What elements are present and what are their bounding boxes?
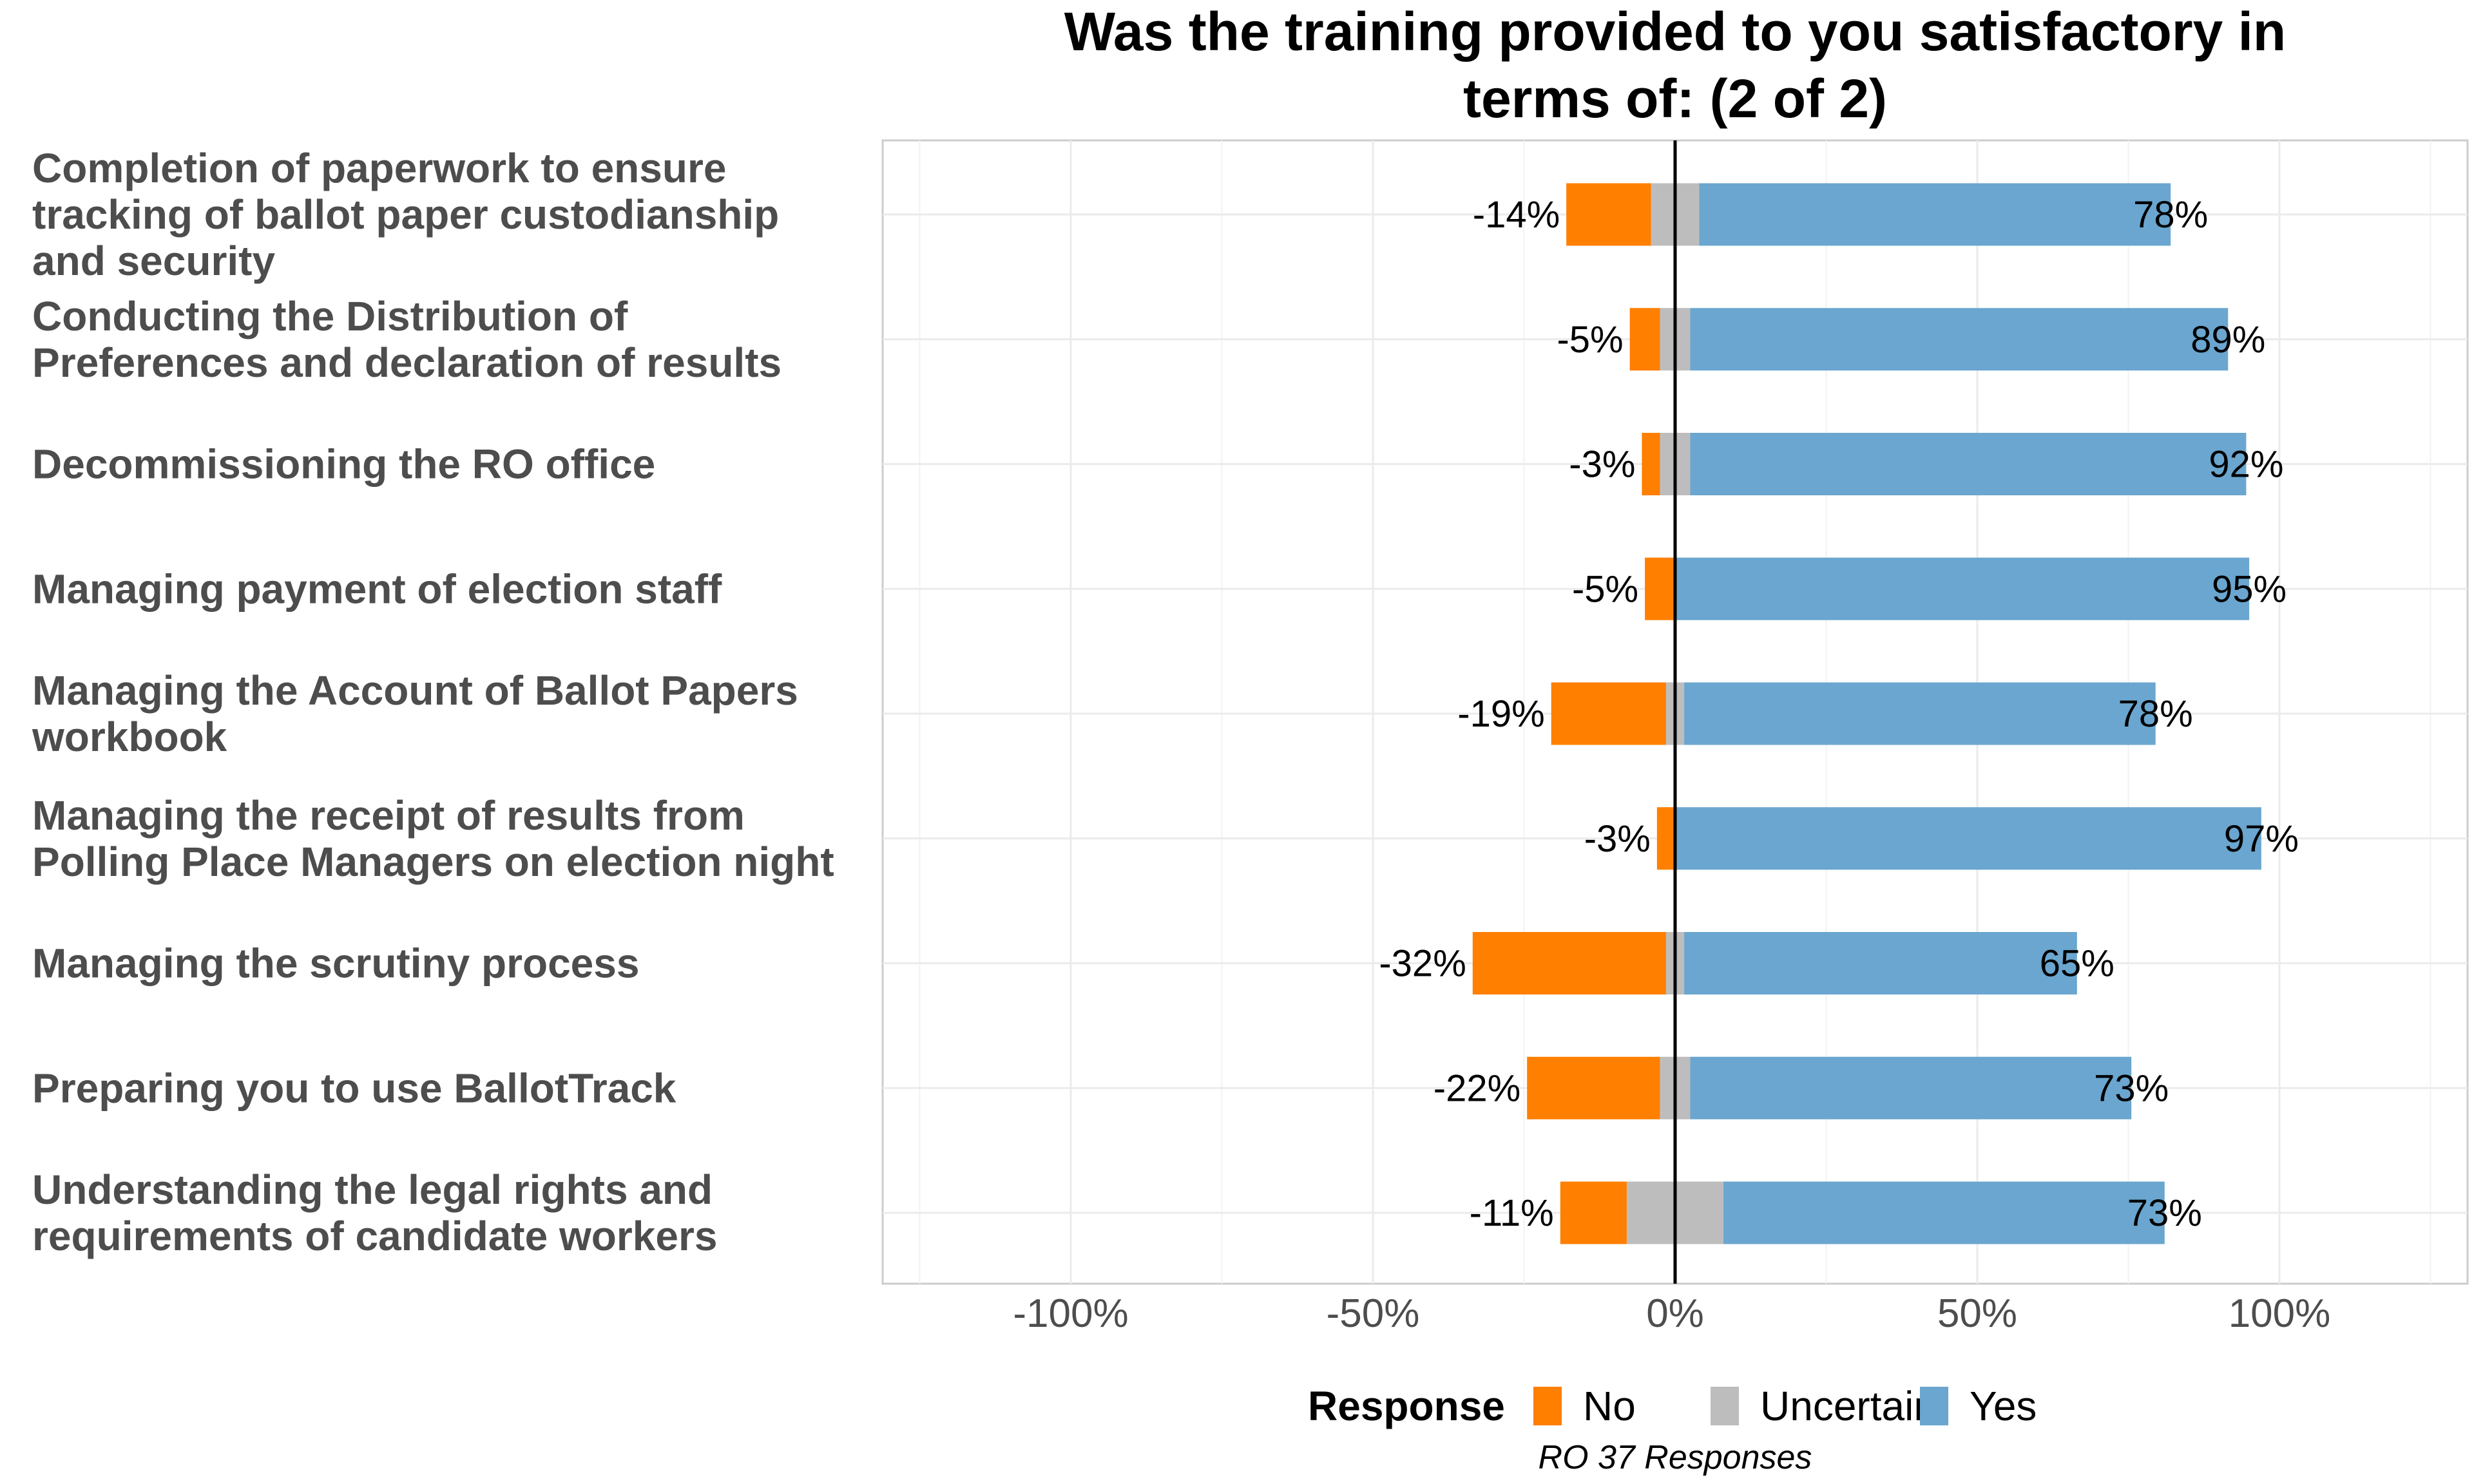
data-label-yes: 92%: [2209, 444, 2283, 486]
bar-yes: [1690, 1056, 2132, 1119]
bar-yes: [1699, 183, 2171, 246]
bar-no: [1551, 682, 1666, 745]
x-tick-label: 0%: [1646, 1291, 1704, 1336]
category-label: Decommissioning the RO office: [32, 441, 655, 488]
bar-yes: [1690, 433, 2247, 495]
category-label: Managing payment of election staff: [32, 566, 722, 612]
x-axis-ticks: -100% -50% 0% 50% 100%: [1013, 1291, 2330, 1336]
category-label: and security: [32, 238, 275, 284]
data-labels: -14% 78% -5% 89% -3% 92% -5% 95% -19% 78% -3% 97% -3…: [1379, 194, 2299, 1234]
bar-yes: [1690, 308, 2229, 371]
bar-no: [1566, 183, 1651, 246]
category-label: Understanding the legal rights and: [32, 1166, 713, 1213]
category-label: workbook: [32, 714, 227, 760]
bar-yes: [1675, 807, 2261, 870]
bar-no: [1560, 1181, 1627, 1244]
data-label-yes: 73%: [2127, 1192, 2202, 1234]
category-labels: Completion of paperwork to ensuretrackin…: [32, 145, 834, 1259]
data-label-no: -5%: [1572, 568, 1638, 610]
data-label-no: -5%: [1557, 319, 1623, 361]
category-label: tracking of ballot paper custodianship: [32, 191, 779, 238]
x-tick-label: 100%: [2229, 1291, 2331, 1336]
chart-title-line-1: Was the training provided to you satisfa…: [1064, 1, 2286, 62]
bar-no: [1642, 433, 1660, 495]
bar-no: [1645, 557, 1675, 620]
data-label-no: -3%: [1584, 818, 1651, 860]
caption: RO 37 Responses: [1539, 1439, 1812, 1476]
chart-title: Was the training provided to you satisfa…: [1064, 1, 2286, 129]
data-label-yes: 78%: [2133, 194, 2208, 236]
data-label-no: -22%: [1434, 1067, 1520, 1109]
legend-swatch-no: [1533, 1387, 1562, 1425]
bar-no: [1629, 308, 1660, 371]
x-tick-label: -100%: [1013, 1291, 1128, 1336]
data-label-yes: 78%: [2118, 693, 2193, 735]
legend-swatch-uncertain: [1711, 1387, 1739, 1425]
x-tick-label: -50%: [1327, 1291, 1420, 1336]
legend: Response No Uncertain Yes: [1308, 1383, 2037, 1429]
bar-yes: [1684, 932, 2077, 994]
data-label-yes: 89%: [2191, 319, 2265, 361]
legend-label-no: No: [1583, 1383, 1636, 1429]
category-label: Managing the receipt of results from: [32, 792, 745, 839]
chart-title-line-2: terms of: (2 of 2): [1463, 68, 1887, 129]
data-label-yes: 97%: [2224, 818, 2299, 860]
category-label: Polling Place Managers on election night: [32, 839, 834, 885]
legend-label-uncertain: Uncertain: [1760, 1383, 1937, 1429]
bar-yes: [1675, 557, 2250, 620]
legend-title: Response: [1308, 1383, 1505, 1429]
bar-yes: [1684, 682, 2156, 745]
category-label: Managing the scrutiny process: [32, 940, 639, 987]
category-label: Completion of paperwork to ensure: [32, 145, 726, 191]
x-tick-label: 50%: [1937, 1291, 2017, 1336]
legend-swatch-yes: [1920, 1387, 1948, 1425]
category-label: requirements of candidate workers: [32, 1213, 717, 1259]
bar-no: [1527, 1056, 1660, 1119]
data-label-no: -11%: [1470, 1192, 1554, 1234]
category-label: Preparing you to use BallotTrack: [32, 1065, 676, 1111]
data-label-no: -3%: [1569, 444, 1635, 486]
data-label-no: -32%: [1379, 943, 1466, 985]
bar-no: [1472, 932, 1666, 994]
bar-no: [1656, 807, 1675, 870]
category-label: Preferences and declaration of results: [32, 339, 782, 386]
data-label-yes: 95%: [2212, 568, 2287, 610]
category-label: Conducting the Distribution of: [32, 293, 628, 339]
category-label: Managing the Account of Ballot Papers: [32, 667, 798, 714]
data-label-yes: 73%: [2094, 1067, 2169, 1109]
data-label-no: -19%: [1457, 693, 1544, 735]
bar-yes: [1723, 1181, 2165, 1244]
data-label-yes: 65%: [2040, 943, 2114, 985]
legend-label-yes: Yes: [1970, 1383, 2037, 1429]
data-label-no: -14%: [1473, 194, 1560, 236]
